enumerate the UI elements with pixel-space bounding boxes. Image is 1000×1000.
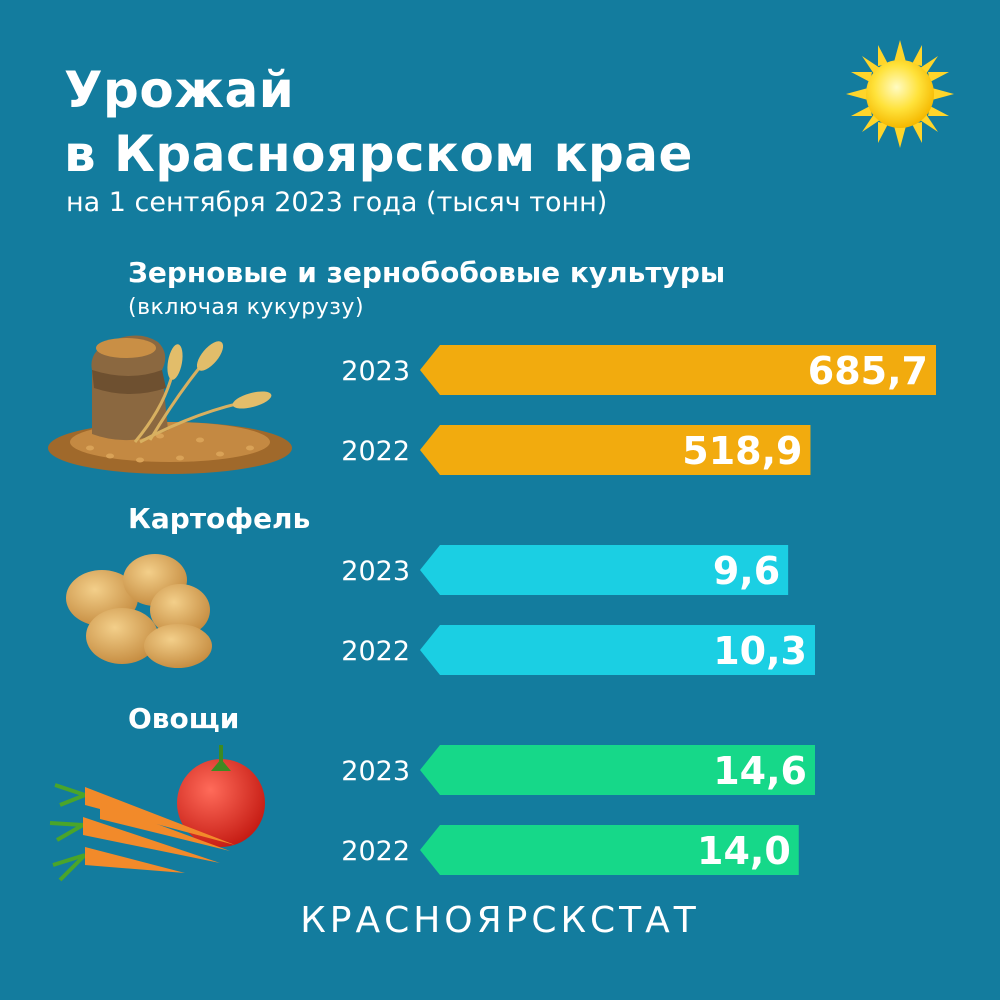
bar-year-label-1-2023: 2023 (341, 556, 410, 587)
bar-2-2023 (420, 745, 815, 795)
bar-value-label-2-2022: 14,0 (697, 829, 791, 873)
group-note-grain: (включая кукурузу) (128, 295, 365, 320)
carrots-tomato-illustration (49, 745, 265, 882)
title-line-1: Урожай (64, 61, 295, 119)
bar-value-label-0-2023: 685,7 (808, 349, 928, 393)
sun-icon (846, 40, 954, 148)
bar-year-label-1-2022: 2022 (341, 636, 410, 667)
bar-0-2022 (420, 425, 811, 475)
bar-value-label-2-2023: 14,6 (713, 749, 807, 793)
bar-1-2023 (420, 545, 789, 595)
bar-0-2023 (420, 345, 936, 395)
group-title-vegetables: Овощи (128, 702, 240, 735)
brand-footer: КРАСНОЯРСКСТАТ (300, 900, 700, 941)
page-subtitle: на 1 сентября 2023 года (тысяч тонн) (66, 187, 608, 218)
page-title: Урожай в Красноярском крае (64, 58, 693, 186)
bar-year-label-2-2023: 2023 (341, 756, 410, 787)
bar-value-label-1-2022: 10,3 (713, 629, 807, 673)
bar-1-2022 (420, 625, 815, 675)
bar-2-2022 (420, 825, 799, 875)
title-line-2: в Красноярском крае (64, 125, 693, 183)
bar-year-label-2-2022: 2022 (341, 836, 410, 867)
potatoes-illustration (66, 554, 212, 668)
bar-value-label-1-2023: 9,6 (713, 549, 780, 593)
bar-year-label-0-2023: 2023 (341, 356, 410, 387)
group-title-grain: Зерновые и зернобобовые культуры (128, 256, 726, 289)
group-title-potato: Картофель (128, 502, 311, 535)
grain-sack-illustration (48, 335, 292, 474)
bar-year-label-0-2022: 2022 (341, 436, 410, 467)
bar-value-label-0-2022: 518,9 (682, 429, 802, 473)
